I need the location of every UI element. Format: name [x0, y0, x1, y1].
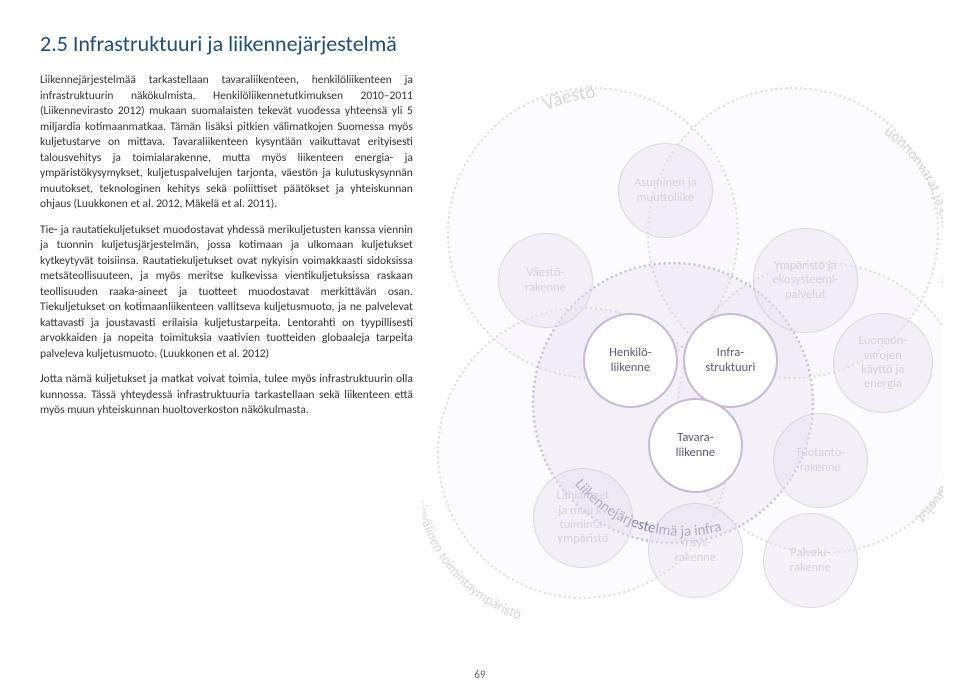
node-asuminen: Asuminen jamuuttoliike [618, 143, 713, 238]
node-palvelurakenne: Palvelu-rakenne [763, 513, 858, 608]
node-tuotantorakenne: Tuotanto-rakenne [773, 413, 868, 508]
node-henkiloliikenne: Henkilö-liikenne [583, 313, 678, 408]
body-text-column: Liikennejärjestelmää tarkastellaan tavar… [40, 73, 413, 633]
paragraph-1: Liikennejärjestelmää tarkastellaan tavar… [40, 73, 413, 213]
page-number: 69 [474, 668, 485, 681]
node-ymparisto: Ympäristö jaekosysteemi-palvelut [753, 228, 858, 333]
node-yritysrakenne: Yritys-rakenne [648, 503, 743, 598]
paragraph-2: Tie- ja rautatiekuljetukset muodostavat … [40, 223, 413, 363]
node-luonnonvarat: Luonnon-varojenkäyttö jaenergia [833, 313, 933, 413]
diagram-container: Väestö Luonnonvarat ja ekosysteemit Tuot… [423, 73, 920, 633]
node-lahialueet: Lähialueetja muu kvtoiminta-ympäristö [533, 468, 633, 568]
node-infrastruktuuri: Infra-struktuuri [683, 313, 778, 408]
paragraph-3: Jotta nämä kuljetukset ja matkat voivat … [40, 372, 413, 419]
node-vaestorakenne: Väestö-rakenne [498, 233, 593, 328]
node-tavaraliikenne: Tavara-liikenne [648, 398, 743, 493]
section-heading: 2.5 Infrastruktuuri ja liikennejärjestel… [40, 30, 920, 57]
